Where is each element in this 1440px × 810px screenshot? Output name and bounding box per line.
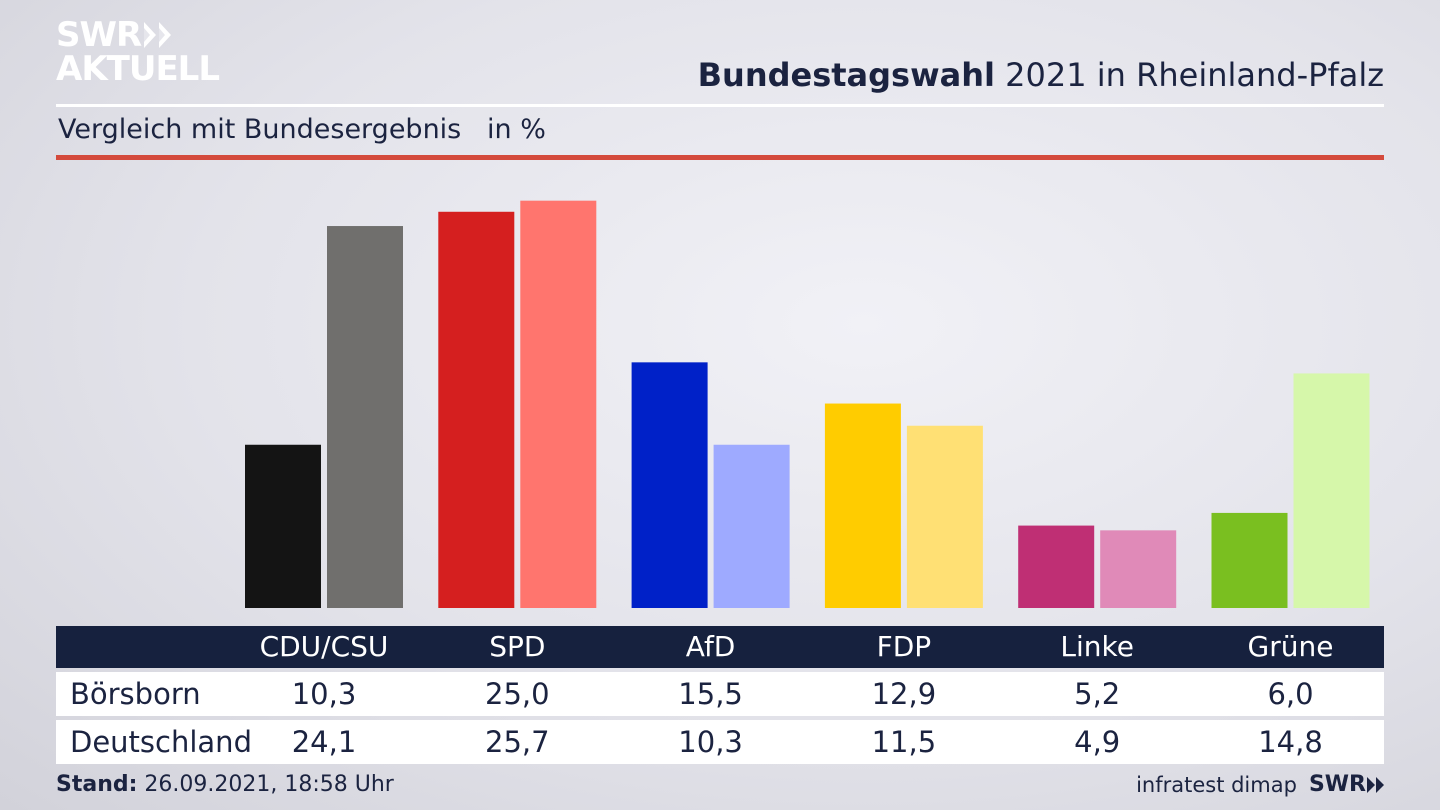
stand-label: Stand:: [56, 772, 138, 797]
bar-national: [713, 444, 790, 608]
bar-local: [1018, 525, 1095, 608]
bar-national: [520, 200, 597, 608]
source-credit: infratest dimap SWR: [1136, 772, 1384, 797]
table-row: Börsborn 10,3 25,0 15,5 12,9 5,2 6,0: [56, 672, 1384, 716]
chart-subtitle: Vergleich mit Bundesergebnis in %: [58, 114, 546, 145]
value-cell: 11,5: [871, 725, 937, 759]
row-label: Deutschland: [70, 725, 252, 759]
table-header: CDU/CSU SPD AfD FDP Linke Grüne: [56, 626, 1384, 668]
bar-local: [824, 403, 901, 608]
row-label: Börsborn: [70, 677, 201, 711]
swr-brand-text: SWR: [1308, 772, 1366, 797]
bar-national: [906, 425, 983, 608]
value-cell: 5,2: [1074, 677, 1121, 711]
chevron-icon: [1376, 776, 1384, 793]
column-header: Grüne: [1247, 630, 1334, 663]
value-cell: 4,9: [1074, 725, 1121, 759]
table-row: Deutschland 24,1 25,7 10,3 11,5 4,9 14,8: [56, 720, 1384, 764]
logo-line2: AKTUELL: [56, 49, 220, 89]
bar-local: [1211, 512, 1288, 608]
title-rest: 2021 in Rheinland-Pfalz: [995, 56, 1384, 94]
swr-aktuell-logo: SWR AKTUELL: [56, 15, 220, 89]
timestamp: Stand: 26.09.2021, 18:58 Uhr: [56, 772, 394, 797]
chevron-icon: [144, 22, 157, 48]
page-title: Bundestagswahl 2021 in Rheinland-Pfalz: [698, 56, 1384, 94]
value-cell: 12,9: [871, 677, 937, 711]
divider: [56, 104, 1384, 107]
value-cell: 6,0: [1267, 677, 1314, 711]
bar-local: [438, 211, 515, 608]
logo-line1: SWR: [56, 15, 142, 55]
value-cell: 14,8: [1258, 725, 1323, 759]
results-table: CDU/CSU SPD AfD FDP Linke Grüne Börsborn 10,3…: [56, 626, 1384, 764]
chevron-icon: [1367, 776, 1375, 793]
column-header: CDU/CSU: [259, 630, 389, 663]
column-header: AfD: [685, 630, 736, 663]
title-bold: Bundestagswahl: [697, 56, 995, 94]
column-header: SPD: [489, 630, 546, 663]
bar-national: [1293, 373, 1370, 608]
chevron-icon: [159, 22, 172, 48]
bar-national: [1100, 530, 1177, 608]
value-cell: 10,3: [678, 725, 743, 759]
column-header: Linke: [1060, 630, 1134, 663]
bar-local: [631, 362, 708, 608]
value-cell: 15,5: [678, 677, 743, 711]
column-header: FDP: [876, 630, 932, 663]
accent-divider: [56, 155, 1384, 160]
stand-value: 26.09.2021, 18:58 Uhr: [137, 772, 394, 797]
value-cell: 24,1: [291, 725, 357, 759]
value-cell: 25,7: [485, 725, 550, 759]
bar-local: [245, 444, 321, 608]
source-name: infratest dimap: [1136, 772, 1297, 797]
value-cell: 10,3: [291, 677, 357, 711]
value-cell: 25,0: [485, 677, 550, 711]
swr-brand: SWR: [1309, 772, 1384, 797]
bar-national: [327, 226, 403, 609]
